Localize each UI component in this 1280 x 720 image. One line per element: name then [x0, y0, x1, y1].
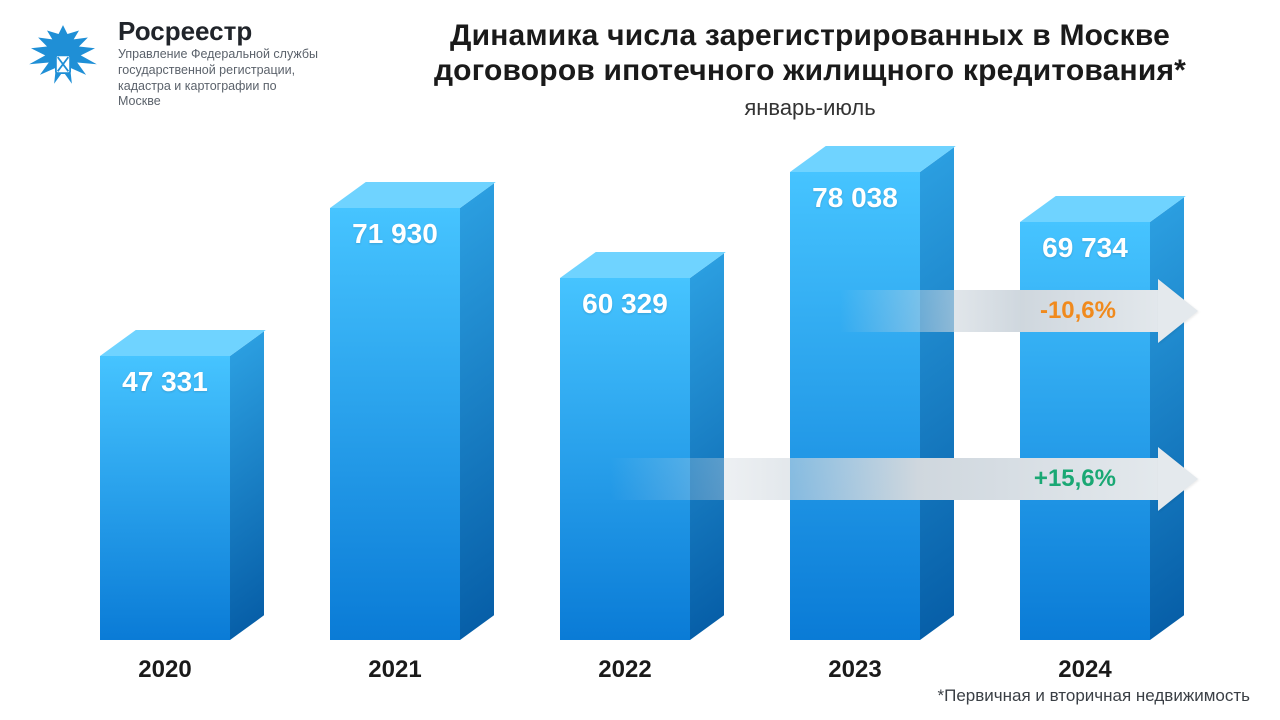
bar-year-label: 2020	[138, 656, 191, 684]
change-arrow: +15,6%	[610, 458, 1170, 500]
percent-change-label: -10,6%	[1040, 297, 1116, 325]
bar-chart: 47 331202071 930202160 329202278 0382023…	[80, 160, 1220, 640]
bar-year-label: 2023	[828, 656, 881, 684]
bar-2024: 69 7342024	[1020, 222, 1150, 640]
change-arrow: -10,6%	[840, 290, 1170, 332]
bar-value-label: 47 331	[122, 366, 208, 398]
logo-block: Росреестр Управление Федеральной службы …	[18, 18, 318, 110]
bar-value-label: 60 329	[582, 288, 668, 320]
bar-value-label: 71 930	[352, 218, 438, 250]
title-block: Динамика числа зарегистрированных в Моск…	[370, 18, 1250, 121]
arrow-shaft	[840, 290, 1170, 332]
bar-value-label: 78 038	[812, 182, 898, 214]
chart-title: Динамика числа зарегистрированных в Моск…	[370, 18, 1250, 89]
bar-2023: 78 0382023	[790, 172, 920, 640]
footnote: *Первичная и вторичная недвижимость	[938, 686, 1250, 706]
bar-2021: 71 9302021	[330, 208, 460, 640]
bar-side	[1150, 197, 1184, 640]
bar-2020: 47 3312020	[100, 356, 230, 640]
arrow-head-icon	[1158, 279, 1198, 343]
bar-side	[460, 183, 494, 640]
arrow-head-icon	[1158, 447, 1198, 511]
bar-front	[100, 356, 230, 640]
bar-year-label: 2021	[368, 656, 421, 684]
eagle-emblem-icon	[18, 18, 108, 98]
bar-front	[330, 208, 460, 640]
chart-subtitle: январь-июль	[370, 95, 1250, 121]
brand-name: Росреестр	[118, 18, 318, 45]
brand-subtitle: Управление Федеральной службы государств…	[118, 47, 318, 110]
bar-year-label: 2024	[1058, 656, 1111, 684]
bar-side	[920, 147, 954, 640]
bar-year-label: 2022	[598, 656, 651, 684]
bar-side	[230, 331, 264, 640]
bar-side	[690, 253, 724, 640]
bar-value-label: 69 734	[1042, 232, 1128, 264]
bar-front	[1020, 222, 1150, 640]
bar-front	[790, 172, 920, 640]
percent-change-label: +15,6%	[1034, 465, 1116, 493]
